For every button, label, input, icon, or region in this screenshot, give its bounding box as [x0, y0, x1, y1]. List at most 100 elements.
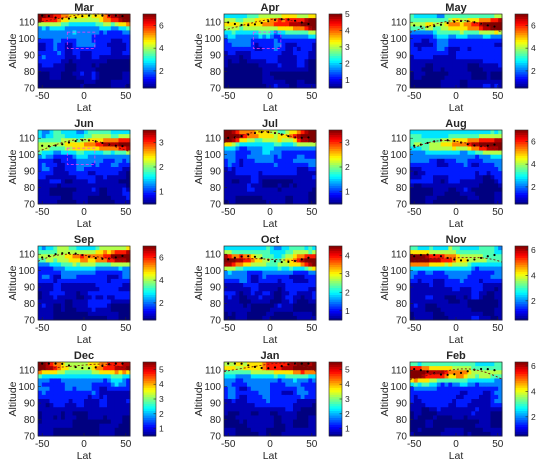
heatmap-cell [475, 246, 480, 251]
heatmap-cell [231, 262, 236, 268]
heatmap-cell [110, 195, 116, 201]
colorbar-segment [329, 178, 342, 182]
heatmap-cell [80, 191, 85, 197]
heatmap-cell [243, 250, 248, 255]
heatmap-cell [103, 146, 108, 152]
heatmap-cell [482, 187, 488, 193]
heatmap-cell [247, 307, 252, 313]
heatmap-cell [433, 51, 438, 56]
heatmap-cell [281, 254, 286, 259]
heatmap-cell [273, 183, 279, 189]
heatmap-cell [76, 370, 81, 375]
heatmap-cell [91, 67, 96, 73]
heatmap-cell [490, 34, 495, 40]
heatmap-cell [99, 18, 104, 23]
heatmap-cell [289, 154, 294, 160]
heatmap-cell [72, 278, 77, 284]
heatmap-cell [479, 258, 484, 263]
colorbar-segment [515, 160, 528, 163]
heatmap-cell [91, 291, 96, 296]
heatmap-cell [254, 51, 259, 56]
heatmap-cell [122, 191, 127, 197]
heatmap-cell [41, 171, 47, 176]
colorbar-segment [143, 46, 156, 50]
heatmap-cell [277, 303, 282, 309]
heatmap-cell [452, 158, 457, 164]
heatmap-cell [91, 38, 96, 44]
heatmap-cell [266, 278, 271, 284]
colorbar-segment [329, 171, 342, 175]
heatmap-cell [444, 14, 449, 19]
heatmap-cell [296, 79, 302, 85]
heatmap-cell [452, 199, 457, 205]
heatmap-cell [87, 55, 93, 60]
heatmap-cell [436, 26, 442, 31]
heatmap-cell [410, 158, 415, 164]
colorbar-segment [329, 292, 342, 295]
heatmap-cell [118, 134, 123, 139]
heatmap-cell [80, 291, 85, 296]
heatmap-cell [296, 63, 302, 68]
heatmap-cell [277, 295, 282, 300]
heatmap-cell [38, 79, 43, 85]
heatmap-cell [122, 75, 127, 81]
heatmap-cell [429, 191, 434, 197]
heatmap-cell [122, 291, 127, 296]
heatmap-cell [107, 419, 112, 425]
heatmap-cell [243, 167, 248, 172]
heatmap-cell [118, 274, 123, 280]
heatmap-cell [266, 154, 271, 160]
heatmap-cell [421, 75, 426, 81]
heatmap-cell [444, 266, 449, 272]
heatmap-cell [68, 403, 73, 408]
heatmap-cell [452, 71, 457, 77]
heatmap-cell [84, 167, 89, 172]
heatmap-cell [293, 295, 298, 300]
heatmap-cell [118, 262, 123, 268]
heatmap-cell [99, 63, 104, 68]
heatmap-cell [281, 303, 286, 309]
y-tick-label: 100 [18, 266, 35, 277]
heatmap-cell [95, 79, 100, 85]
heatmap-cell [72, 142, 77, 147]
heatmap-cell [463, 26, 468, 31]
heatmap-cell [110, 291, 116, 296]
heatmap-cell [247, 246, 252, 251]
heatmap-cell [266, 311, 271, 317]
heatmap-cell [72, 419, 77, 425]
heatmap-cell [126, 299, 131, 305]
heatmap-cell [459, 51, 465, 56]
heatmap-cell [277, 30, 282, 36]
heatmap-cell [49, 423, 54, 429]
heatmap-cell [494, 134, 499, 139]
heatmap-cell [463, 167, 468, 172]
heatmap-cell [270, 67, 275, 73]
heatmap-cell [122, 262, 127, 268]
heatmap-cell [61, 30, 66, 36]
colorbar-segment [515, 257, 528, 261]
heatmap-cell [49, 307, 54, 313]
marker-dot [41, 144, 44, 147]
heatmap-cell [456, 138, 461, 143]
heatmap-cell [110, 266, 116, 272]
heatmap-cell [471, 38, 476, 44]
heatmap-cell [76, 254, 81, 259]
heatmap-cell [475, 22, 480, 27]
heatmap-cell [68, 162, 73, 168]
marker-dot [54, 253, 57, 256]
heatmap-cell [494, 142, 499, 147]
heatmap-cell [486, 270, 491, 276]
heatmap-cell [110, 399, 116, 404]
heatmap-cell [49, 262, 54, 268]
heatmap-cell [126, 386, 131, 392]
heatmap-cell [440, 278, 445, 284]
heatmap-cell [87, 278, 93, 284]
heatmap-cell [118, 30, 123, 36]
heatmap-cell [53, 138, 58, 143]
heatmap-cell [296, 179, 302, 184]
heatmap-cell [80, 278, 85, 284]
heatmap-cell [38, 162, 43, 168]
heatmap-cell [103, 407, 108, 412]
heatmap-cell [312, 250, 317, 255]
heatmap-cell [99, 199, 104, 205]
